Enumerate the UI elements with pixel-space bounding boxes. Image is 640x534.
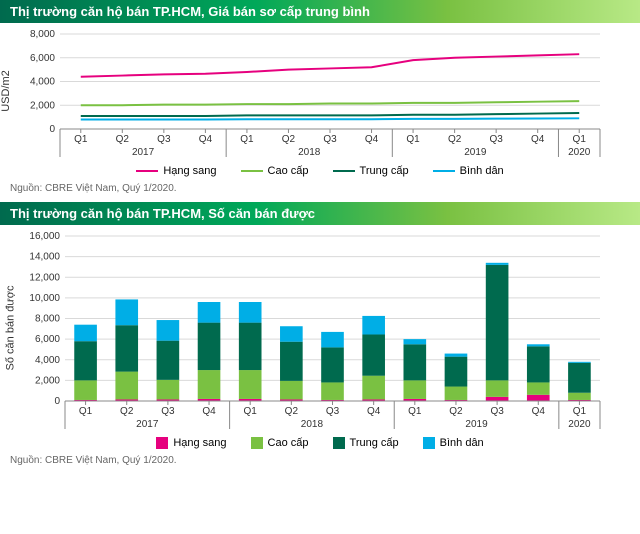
svg-text:10,000: 10,000	[29, 293, 60, 304]
svg-text:2,000: 2,000	[30, 100, 55, 111]
legend-label: Hạng sang	[173, 437, 226, 449]
legend-item-trungcap: Trung cấp	[333, 165, 409, 177]
legend-swatch	[433, 170, 455, 172]
legend-label: Bình dân	[440, 437, 484, 449]
chart1-area: USD/m2 0 2,000 4,000 6,000 8,000 Q1 Q2 Q3 Q4 Q1 Q2…	[0, 23, 640, 159]
chart1-panel: Thị trường căn hộ bán TP.HCM, Giá bán sơ…	[0, 0, 640, 202]
legend-swatch	[333, 170, 355, 172]
chart2-source: Nguồn: CBRE Việt Nam, Quý 1/2020.	[0, 453, 640, 474]
svg-text:6,000: 6,000	[35, 334, 60, 345]
svg-text:2,000: 2,000	[35, 375, 60, 386]
chart1-svg: 0 2,000 4,000 6,000 8,000 Q1 Q2 Q3 Q4 Q1 Q2 Q3 Q4 Q1 Q…	[10, 29, 610, 159]
svg-text:Q2: Q2	[449, 406, 463, 417]
svg-text:0: 0	[49, 124, 55, 135]
legend-swatch	[423, 437, 435, 449]
svg-text:Q1: Q1	[79, 406, 93, 417]
svg-text:Q3: Q3	[161, 406, 175, 417]
svg-text:2020: 2020	[568, 419, 591, 430]
svg-text:Q1: Q1	[244, 406, 258, 417]
legend-label: Cao cấp	[268, 165, 309, 177]
svg-text:4,000: 4,000	[35, 355, 60, 366]
svg-text:Q4: Q4	[365, 134, 379, 145]
svg-text:2020: 2020	[568, 147, 591, 158]
chart1-ylabel: USD/m2	[0, 70, 12, 112]
svg-text:Q4: Q4	[531, 134, 545, 145]
svg-text:12,000: 12,000	[29, 272, 60, 283]
legend-item-hangsang: Hạng sang	[156, 437, 226, 449]
chart2-title: Thị trường căn hộ bán TP.HCM, Số căn bán…	[0, 202, 640, 225]
legend-swatch	[156, 437, 168, 449]
svg-text:Q3: Q3	[323, 134, 337, 145]
svg-text:Q2: Q2	[285, 406, 299, 417]
svg-text:2017: 2017	[132, 147, 155, 158]
svg-text:Q1: Q1	[240, 134, 254, 145]
chart2-legend: Hạng sang Cao cấp Trung cấp Bình dân	[0, 431, 640, 453]
svg-text:2018: 2018	[301, 419, 324, 430]
svg-text:0: 0	[54, 396, 60, 407]
legend-swatch	[251, 437, 263, 449]
svg-text:Q4: Q4	[532, 406, 546, 417]
chart1-legend: Hạng sang Cao cấp Trung cấp Bình dân	[0, 159, 640, 181]
legend-label: Cao cấp	[268, 437, 309, 449]
svg-text:Q3: Q3	[326, 406, 340, 417]
svg-text:Q2: Q2	[282, 134, 296, 145]
svg-text:8,000: 8,000	[35, 314, 60, 325]
svg-text:6,000: 6,000	[30, 53, 55, 64]
svg-text:Q4: Q4	[367, 406, 381, 417]
chart2-svg: 0 2,000 4,000 6,000 8,000 10,000 12,000 14,000 1…	[10, 231, 610, 431]
svg-text:Q1: Q1	[573, 406, 587, 417]
svg-text:2018: 2018	[298, 147, 321, 158]
chart1-source: Nguồn: CBRE Việt Nam, Quý 1/2020.	[0, 181, 640, 202]
svg-text:Q2: Q2	[120, 406, 134, 417]
legend-item-trungcap: Trung cấp	[333, 437, 399, 449]
svg-text:14,000: 14,000	[29, 252, 60, 263]
svg-text:Q1: Q1	[408, 406, 422, 417]
svg-text:Q3: Q3	[490, 406, 504, 417]
svg-text:Q2: Q2	[448, 134, 462, 145]
legend-item-binhdan: Bình dân	[433, 165, 504, 177]
svg-text:Q4: Q4	[199, 134, 213, 145]
svg-text:Q3: Q3	[489, 134, 503, 145]
svg-text:2019: 2019	[464, 147, 487, 158]
svg-text:Q1: Q1	[74, 134, 88, 145]
legend-item-caocap: Cao cấp	[241, 165, 309, 177]
legend-item-hangsang: Hạng sang	[136, 165, 216, 177]
svg-text:Q2: Q2	[116, 134, 130, 145]
svg-text:Q3: Q3	[157, 134, 171, 145]
svg-text:4,000: 4,000	[30, 77, 55, 88]
legend-swatch	[333, 437, 345, 449]
legend-label: Trung cấp	[350, 437, 399, 449]
legend-item-binhdan: Bình dân	[423, 437, 484, 449]
chart2-panel: Thị trường căn hộ bán TP.HCM, Số căn bán…	[0, 202, 640, 474]
legend-label: Bình dân	[460, 165, 504, 177]
svg-text:16,000: 16,000	[29, 231, 60, 242]
legend-swatch	[136, 170, 158, 172]
legend-label: Trung cấp	[360, 165, 409, 177]
svg-text:Q4: Q4	[202, 406, 216, 417]
svg-text:2017: 2017	[136, 419, 159, 430]
svg-text:Q1: Q1	[573, 134, 587, 145]
legend-swatch	[241, 170, 263, 172]
legend-item-caocap: Cao cấp	[251, 437, 309, 449]
legend-label: Hạng sang	[163, 165, 216, 177]
chart1-title: Thị trường căn hộ bán TP.HCM, Giá bán sơ…	[0, 0, 640, 23]
svg-text:Q1: Q1	[406, 134, 420, 145]
svg-text:2019: 2019	[465, 419, 488, 430]
chart2-area: Số căn bán được 0 2,000 4,000 6,000 8,000 10,…	[0, 225, 640, 431]
chart2-ylabel: Số căn bán được	[4, 286, 16, 371]
svg-text:8,000: 8,000	[30, 29, 55, 40]
